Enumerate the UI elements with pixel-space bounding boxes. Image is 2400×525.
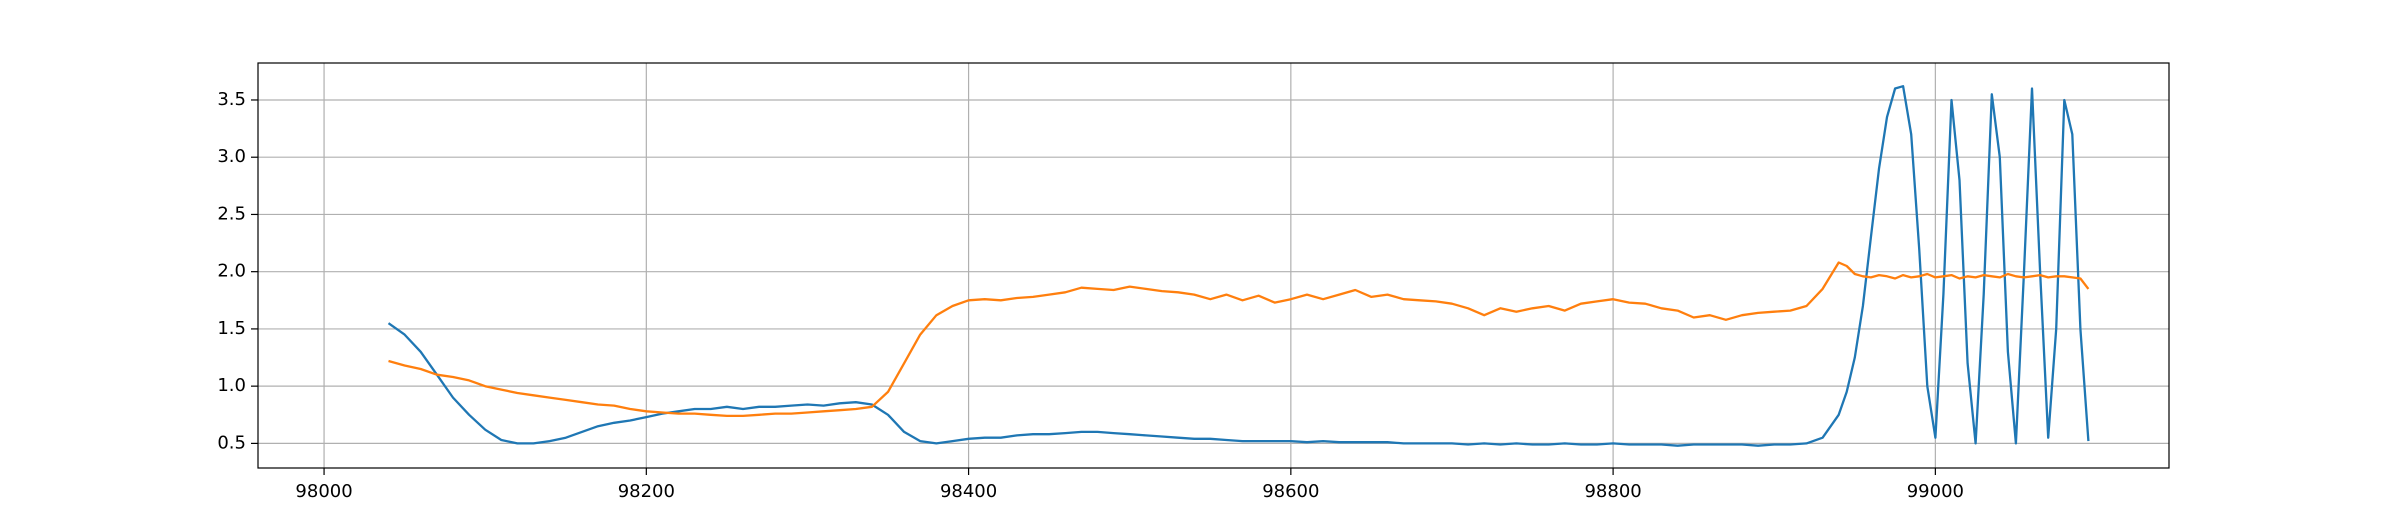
series-line [388, 261, 2090, 418]
x-tick-label: 98400 [940, 481, 997, 502]
y-tick-label: 1.5 [217, 318, 246, 339]
y-tick-label: 2.0 [217, 261, 246, 282]
x-tick-label: 98200 [618, 481, 675, 502]
y-tick-label: 2.5 [217, 203, 246, 224]
x-tick-label: 98000 [295, 481, 352, 502]
y-tick-label: 0.5 [217, 432, 246, 453]
y-tick-label: 3.0 [217, 146, 246, 167]
plot-frame [257, 62, 2170, 469]
x-tick-label: 98600 [1262, 481, 1319, 502]
y-tick-label: 1.0 [217, 375, 246, 396]
series-line [387, 85, 2090, 447]
x-tick-label: 98800 [1584, 481, 1641, 502]
y-tick-label: 3.5 [217, 89, 246, 110]
x-tick-label: 99000 [1907, 481, 1964, 502]
